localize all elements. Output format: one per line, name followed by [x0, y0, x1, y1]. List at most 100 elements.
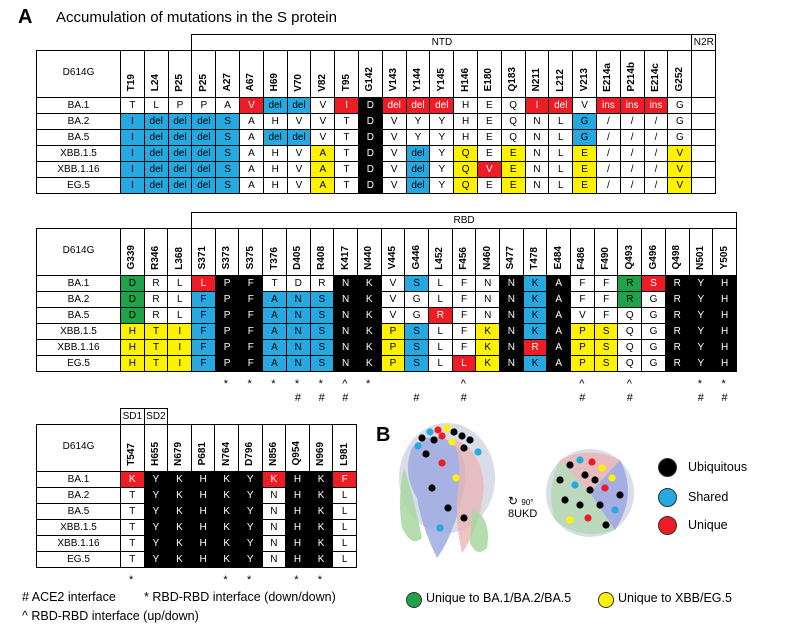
residue-cell: Q	[617, 338, 643, 356]
residue-cell: Y	[143, 470, 169, 488]
residue-cell: H	[120, 354, 145, 372]
residue-cell: Y	[237, 470, 263, 488]
residue-cell: V	[476, 160, 502, 178]
residue-cell: L	[143, 96, 169, 114]
position-label: Y505	[718, 246, 730, 270]
residue-cell: L	[167, 274, 193, 292]
column-header: V213	[572, 49, 597, 98]
column-header: V82	[310, 49, 336, 98]
residue-cell: H	[190, 502, 216, 520]
residue-cell: P	[570, 322, 595, 340]
interface-mark: #	[460, 392, 467, 404]
residue-cell: F	[451, 290, 477, 308]
legend-ubiquitous: Ubiquitous	[688, 460, 748, 474]
residue-cell: H	[190, 534, 216, 552]
residue-cell: Q	[617, 306, 643, 324]
residue-cell: H	[453, 112, 478, 130]
residue-cell: G	[572, 128, 597, 146]
position-label: T19	[126, 74, 138, 92]
residue-cell: V	[286, 176, 312, 194]
residue-cell: A	[215, 96, 241, 114]
residue-cell: F	[238, 274, 264, 292]
residue-cell: D	[358, 144, 383, 162]
residue-sphere	[434, 426, 442, 434]
column-header: S375	[238, 227, 264, 276]
residue-cell: S	[593, 322, 619, 340]
residue-cell: R	[664, 322, 690, 340]
variant-label: XBB.1.5	[36, 518, 121, 536]
position-label: L212	[554, 68, 566, 92]
column-header: Q954	[285, 423, 310, 472]
spike-structure-top-view	[546, 449, 634, 537]
residue-sphere	[428, 484, 436, 492]
residue-cell: T	[120, 518, 145, 536]
residue-cell: K	[308, 486, 334, 504]
residue-cell: H	[120, 338, 145, 356]
position-label: Q954	[291, 441, 303, 466]
position-label: P25	[197, 73, 209, 92]
variant-label: XBB.1.16	[36, 338, 121, 356]
residue-cell: Y	[143, 534, 169, 552]
residue-cell: K	[356, 338, 382, 356]
column-header: L212	[548, 49, 574, 98]
interface-mark: *	[247, 574, 252, 586]
residue-cell: N	[524, 144, 550, 162]
residue-cell: G	[641, 354, 666, 372]
variant-label: BA.1	[36, 274, 121, 292]
position-label: L24	[150, 74, 162, 92]
residue-cell: F	[593, 274, 619, 292]
rotation-label: 90°	[521, 498, 534, 507]
residue-cell: P	[380, 354, 406, 372]
residue-cell: Q	[617, 354, 643, 372]
column-header: K417	[333, 227, 358, 276]
residue-cell: E	[572, 144, 597, 162]
sd-group-label: SD2	[143, 408, 169, 425]
residue-cell: del	[405, 96, 431, 114]
position-label: Q183	[507, 67, 519, 92]
position-label: N440	[363, 245, 375, 270]
position-label: V445	[386, 246, 398, 270]
residue-cell: K	[214, 486, 239, 504]
column-header: A27	[215, 49, 241, 98]
residue-cell: P	[214, 322, 240, 340]
position-label: S371	[197, 246, 209, 270]
interface-mark: #	[579, 392, 586, 404]
residue-cell: /	[595, 128, 621, 146]
residue-cell: Y	[237, 518, 263, 536]
residue-cell: /	[643, 160, 669, 178]
legend-ace2: # ACE2 interface	[22, 590, 116, 604]
residue-cell: H	[262, 160, 288, 178]
position-label: N460	[481, 245, 493, 270]
interface-mark: #	[413, 392, 420, 404]
position-label: N764	[220, 441, 232, 466]
residue-sphere	[448, 438, 456, 446]
interface-mark: ^	[626, 378, 632, 390]
interface-mark: *	[271, 378, 276, 390]
residue-cell: P	[570, 354, 595, 372]
residue-cell: H	[190, 518, 216, 536]
residue-cell: Y	[688, 290, 714, 308]
residue-cell: /	[619, 176, 645, 194]
residue-cell: K	[356, 290, 382, 308]
column-header: Q498	[664, 227, 690, 276]
residue-cell: P	[214, 290, 240, 308]
residue-cell: H	[190, 550, 216, 568]
panel-b-letter: B	[376, 424, 391, 446]
residue-sphere	[460, 444, 468, 452]
residue-cell: N	[285, 290, 311, 308]
interface-mark: #	[697, 392, 704, 404]
column-header: L981	[332, 423, 357, 472]
shared-dot-icon	[658, 488, 677, 507]
position-label: D405	[292, 245, 304, 270]
position-label: K417	[339, 245, 351, 270]
residue-cell: D	[358, 96, 383, 114]
residue-cell: N	[499, 306, 524, 324]
residue-cell: T	[334, 112, 359, 130]
residue-cell: H	[712, 274, 738, 292]
residue-cell: H	[712, 290, 738, 308]
column-header: N856	[261, 423, 287, 472]
position-label: Y144	[411, 68, 423, 92]
interface-mark: #	[294, 392, 302, 404]
residue-cell: del	[381, 96, 407, 114]
